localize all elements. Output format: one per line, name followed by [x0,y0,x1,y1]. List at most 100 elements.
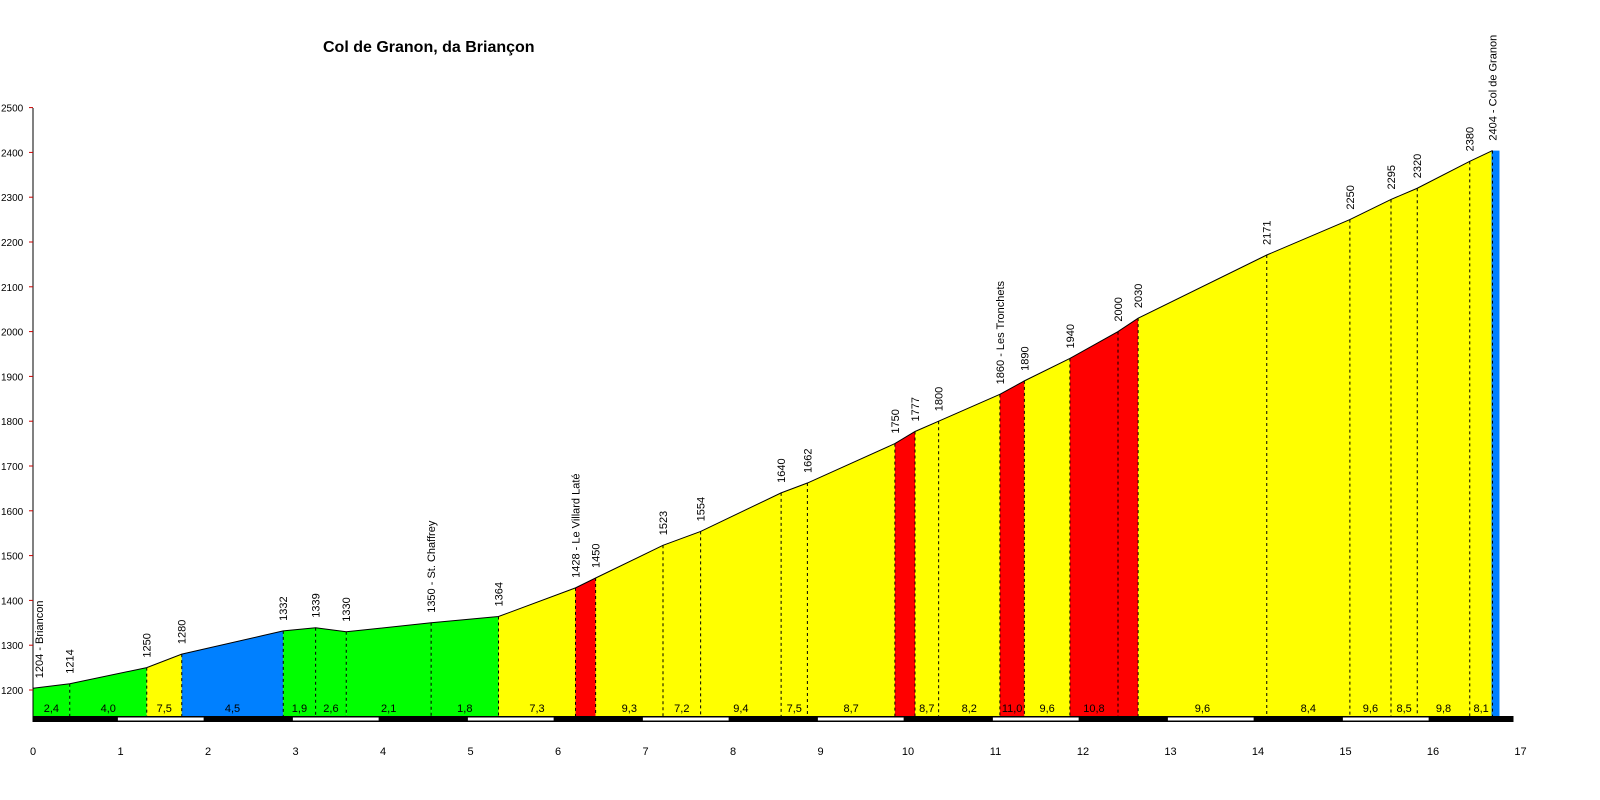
distance-bar-white [1342,717,1429,721]
altitude-label: 1940 [1065,324,1077,348]
gradient-label: 9,4 [733,703,748,715]
gradient-segment [1391,188,1418,717]
gradient-segment [1417,161,1470,717]
altitude-label: 1523 [658,511,670,535]
altitude-label: 1890 [1019,346,1031,370]
gradient-segment [595,545,663,716]
altitude-label: 2295 [1386,165,1398,189]
y-tick-label: 1300 [1,641,24,652]
summit-segment [1491,150,1500,716]
altitude-label: 2320 [1412,154,1424,178]
x-axis: 0 1 2 3 4 5 6 7 8 9 10 11 12 13 14 15 16 17 [30,716,1600,758]
gradient-segment [999,380,1025,716]
altitude-label: 1330 [341,597,353,621]
gradient-label: 8,7 [843,703,858,715]
gradient-segment [1469,150,1493,716]
gradient-label: 7,2 [674,703,689,715]
y-tick-label: 2400 [1,148,24,159]
gradient-label: 9,6 [1039,703,1054,715]
gradient-label: 4,0 [101,703,116,715]
x-tick-label: 4 [380,746,386,758]
altitude-label: 1350 - St. Chaffrey [426,520,438,613]
x-tick-label: 17 [1514,746,1526,758]
altitude-label: 1280 [177,620,189,644]
gradient-label: 2,1 [381,703,396,715]
gradient-segment [1118,318,1139,716]
y-tick-label: 1400 [1,596,24,607]
gradient-segment [181,630,284,716]
x-tick-label: 11 [990,746,1001,758]
gradient-label: 8,7 [919,703,934,715]
gradient-label: 4,5 [225,703,240,715]
gradient-segment [283,627,316,716]
x-tick-label: 9 [817,746,823,758]
altitude-label: 2030 [1133,284,1145,308]
altitude-label: 1750 [890,409,902,433]
distance-bar-white [117,717,204,721]
gradient-label: 2,4 [44,703,59,715]
x-tick-label: 7 [642,746,648,758]
y-tick-label: 1200 [1,686,24,697]
gradient-segment [1349,199,1391,716]
x-tick-label: 3 [292,746,298,758]
x-tick-label: 5 [467,746,473,758]
distance-bar-white [292,717,379,721]
gradient-segment [315,627,347,716]
x-tick-label: 10 [902,746,914,758]
y-tick-label: 1900 [1,372,24,383]
x-tick-label: 12 [1077,746,1089,758]
altitude-label: 2250 [1345,185,1357,209]
gradient-segment [807,443,895,716]
altitude-labels: 1204 - Briancon 1214 1250 1280 1332 1339 1330 1… [34,35,1500,678]
gradient-labels: 2,4 4,0 7,5 4,5 1,9 2,6 2,1 1,8 7,3 9,3 7,2 9,4 7,5 8… [44,703,1489,715]
altitude-label: 1250 [142,633,154,657]
gradient-label: 7,5 [157,703,172,715]
x-tick-label: 16 [1427,746,1439,758]
gradient-segment [938,394,1000,716]
x-tick-label: 1 [117,746,123,758]
gradient-label: 1,9 [292,703,307,715]
altitude-label: 1339 [311,593,323,617]
altitude-label: 1777 [910,397,922,421]
gradient-segment [1138,254,1267,716]
altitude-label: 2171 [1262,221,1274,245]
gradient-segments [33,150,1500,717]
altitude-label: 1204 - Briancon [34,601,46,679]
gradient-segment [1024,358,1070,716]
distance-bar-white [642,717,729,721]
altitude-label: 1662 [802,449,814,473]
altitude-label: 1428 - Le Villard Laté [571,473,583,577]
x-tick-label: 15 [1339,746,1351,758]
gradient-label: 7,5 [787,703,802,715]
x-tick-label: 6 [555,746,561,758]
altitude-label: 1214 [65,649,77,673]
gradient-label: 10,8 [1083,703,1104,715]
altitude-label: 2404 - Col de Granon [1488,35,1500,141]
distance-bar-white [817,717,904,721]
gradient-label: 8,5 [1396,703,1411,715]
gradient-segment [894,431,915,716]
gradient-label: 2,6 [323,703,338,715]
altitude-label: 1554 [696,497,708,521]
altitude-label: 1860 - Les Tronchets [995,280,1007,384]
gradient-label: 9,3 [622,703,637,715]
gradient-segment [498,587,576,716]
altitude-label: 1800 [934,387,946,411]
x-tick-label: 14 [1252,746,1264,758]
gradient-segment [146,654,182,716]
x-tick-label: 13 [1164,746,1176,758]
y-tick-label: 2100 [1,283,24,294]
distance-bar-white [1517,717,1600,721]
gradient-label: 1,8 [457,703,472,715]
profile-line [32,150,1493,689]
gradient-segment [346,622,432,716]
distance-bar-white [467,717,554,721]
y-tick-label: 2000 [1,328,24,339]
gradient-segment [33,683,70,716]
chart-title: Col de Granon, da Briançon [323,39,535,56]
altitude-label: 1332 [278,596,290,620]
gradient-label: 8,1 [1473,703,1488,715]
gradient-label: 8,2 [962,703,977,715]
gradient-segment [915,421,939,716]
